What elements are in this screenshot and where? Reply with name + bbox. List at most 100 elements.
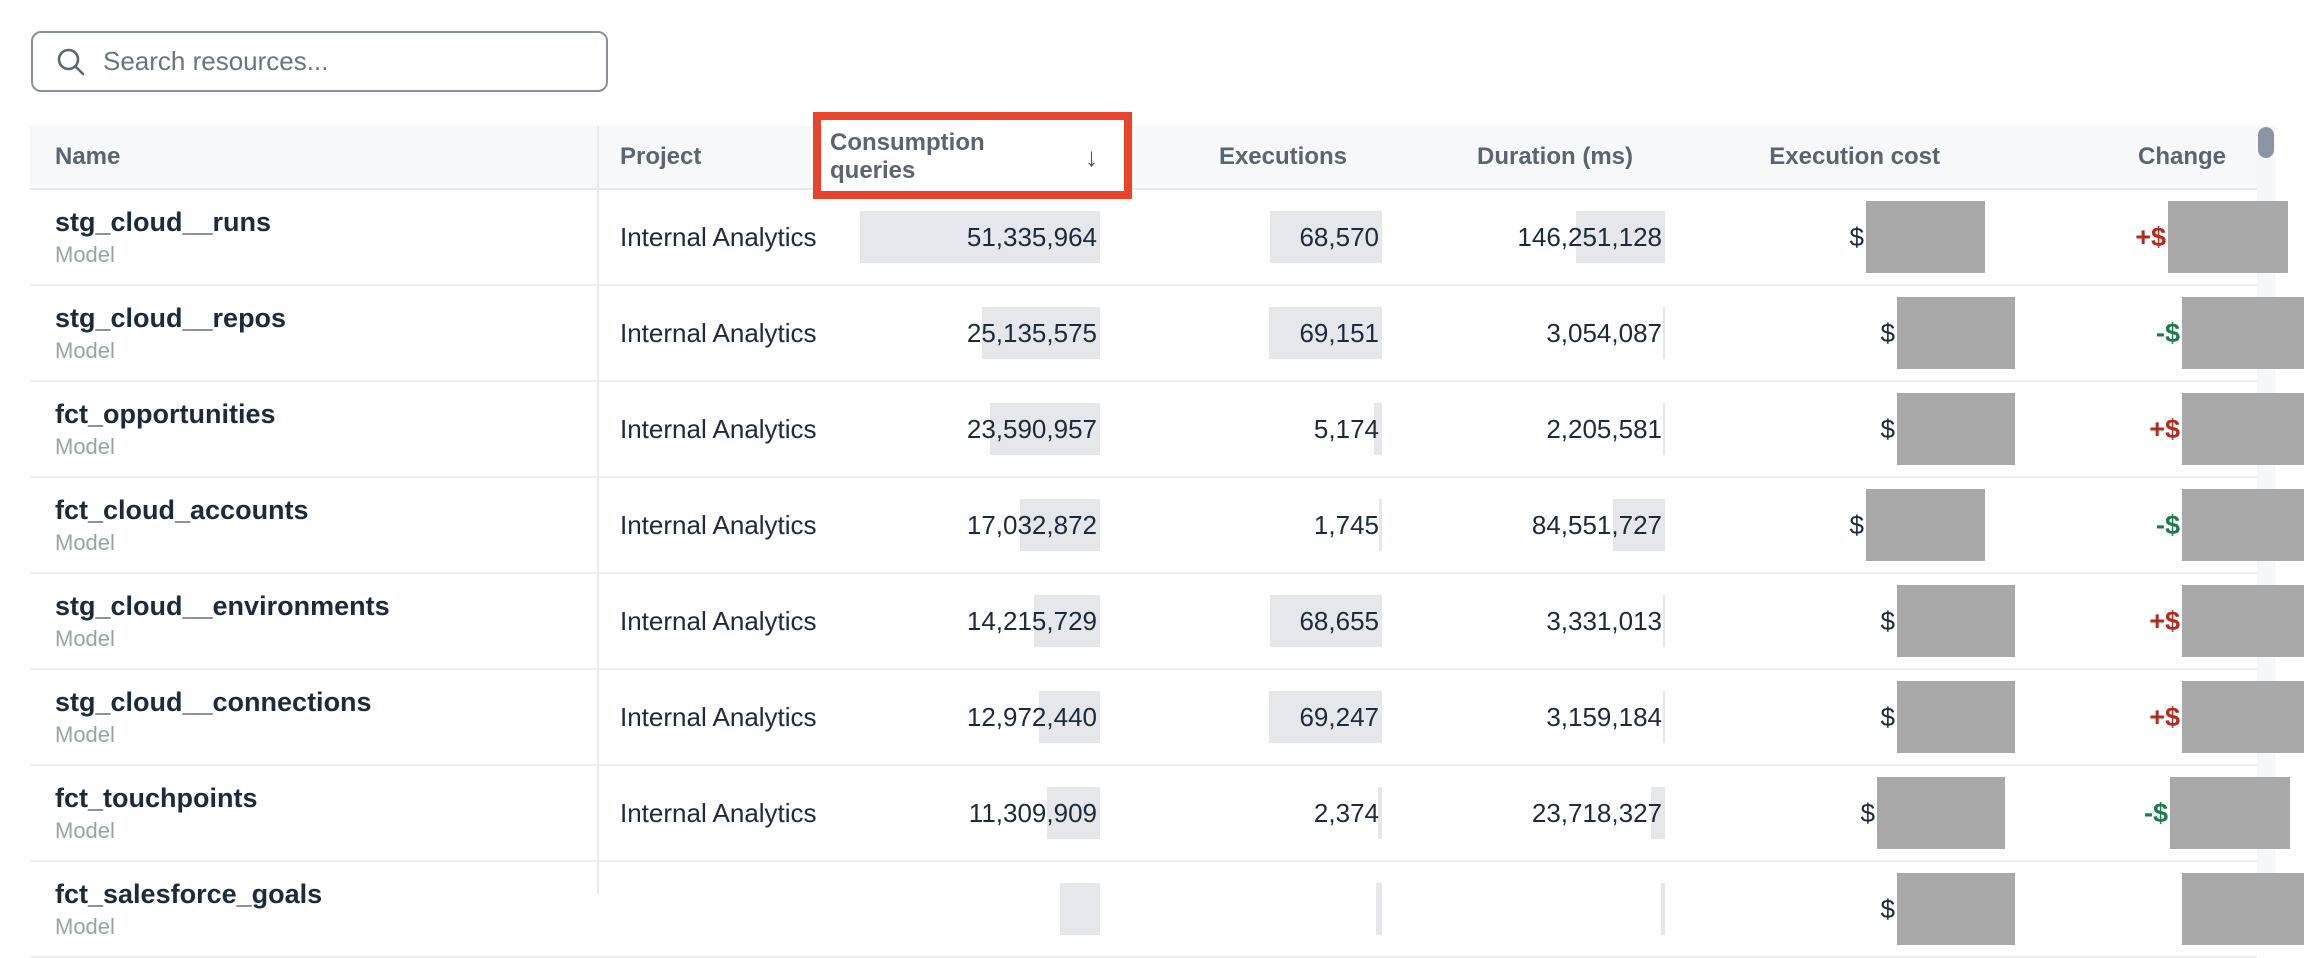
- executions-cell: 68,570: [1100, 190, 1382, 284]
- execution-cost-cell: $: [1665, 670, 2015, 764]
- resource-name-stack: stg_cloud__repos Model: [55, 303, 286, 363]
- project-cell: Internal Analytics: [598, 190, 830, 284]
- table-row[interactable]: stg_cloud__runs Model Internal Analytics 51…: [30, 190, 2288, 286]
- column-header-change[interactable]: Change: [2015, 126, 2257, 188]
- project-cell: [598, 862, 830, 956]
- execution-cost-redaction-mask: [1897, 681, 2015, 753]
- executions-value: 2,374: [1313, 797, 1379, 828]
- project-cell: Internal Analytics: [598, 670, 830, 764]
- currency-symbol: $: [1860, 797, 1875, 828]
- duration-ms-cell: 84,551,727: [1382, 478, 1665, 572]
- column-header-project[interactable]: Project: [598, 126, 830, 188]
- column-header-label: Change: [2137, 143, 2226, 170]
- table-row[interactable]: fct_salesforce_goals Model $: [30, 862, 2304, 958]
- duration-ms-data-bar: [1663, 307, 1665, 359]
- consumption-queries-cell: [830, 862, 1100, 956]
- consumption-queries-cell: 11,309,909: [830, 766, 1100, 860]
- consumption-queries-value: 17,032,872: [966, 509, 1097, 540]
- change-redaction-mask: [2182, 297, 2304, 369]
- currency-symbol: $: [1880, 893, 1895, 924]
- duration-ms-data-bar: [1663, 403, 1665, 455]
- column-header-execution-cost[interactable]: Execution cost: [1665, 126, 2015, 188]
- currency-symbol: $: [1880, 701, 1895, 732]
- resource-name: stg_cloud__runs: [55, 207, 272, 237]
- execution-cost-redaction-mask: [1897, 297, 2015, 369]
- duration-ms-data-bar: [1576, 211, 1665, 263]
- consumption-queries-cell: 17,032,872: [830, 478, 1100, 572]
- duration-ms-value: 3,331,013: [1546, 605, 1662, 636]
- executions-value: 68,570: [1299, 221, 1379, 252]
- table-row[interactable]: stg_cloud__environments Model Internal Ana…: [30, 574, 2304, 670]
- duration-ms-value: 3,054,087: [1546, 317, 1662, 348]
- consumption-queries-cell: 51,335,964: [830, 190, 1100, 284]
- execution-cost-redaction-mask: [1866, 201, 1985, 273]
- execution-cost-cell: $: [1665, 286, 2015, 380]
- duration-ms-cell: 146,251,128: [1382, 190, 1665, 284]
- project-cell: Internal Analytics: [598, 286, 830, 380]
- search-icon: [57, 48, 85, 75]
- duration-ms-cell: 3,054,087: [1382, 286, 1665, 380]
- execution-cost-redaction-mask: [1897, 873, 2015, 945]
- column-header-label: Execution cost: [1769, 143, 1940, 170]
- consumption-queries-cell: 25,135,575: [830, 286, 1100, 380]
- duration-ms-value: 84,551,727: [1531, 509, 1662, 540]
- resource-type-label: Model: [55, 626, 115, 651]
- project-name: Internal Analytics: [620, 797, 817, 828]
- executions-data-bar: [1374, 403, 1382, 455]
- execution-cost-redaction-mask: [1877, 777, 2005, 849]
- table-body: stg_cloud__runs Model Internal Analytics 51…: [30, 190, 2304, 958]
- change-redaction-mask: [2182, 585, 2304, 657]
- column-header-duration[interactable]: Duration (ms): [1382, 126, 1665, 188]
- name-cell: fct_cloud_accounts Model: [30, 478, 598, 572]
- executions-value: 69,151: [1299, 317, 1379, 348]
- resource-type-label: Model: [55, 338, 115, 363]
- consumption-queries-cell: 14,215,729: [830, 574, 1100, 668]
- name-project-column-divider: [597, 126, 599, 894]
- search-input[interactable]: [103, 46, 583, 77]
- project-name: Internal Analytics: [620, 413, 817, 444]
- table-row[interactable]: stg_cloud__repos Model Internal Analytics 2…: [30, 286, 2304, 382]
- change-cell: -$: [2015, 286, 2304, 380]
- consumption-queries-cell: 23,590,957: [830, 382, 1100, 476]
- table-row[interactable]: fct_opportunities Model Internal Analytics…: [30, 382, 2304, 478]
- table-row[interactable]: stg_cloud__connections Model Internal Anal…: [30, 670, 2304, 766]
- resource-name-stack: fct_cloud_accounts Model: [55, 495, 309, 555]
- duration-ms-cell: 3,159,184: [1382, 670, 1665, 764]
- name-cell: stg_cloud__connections Model: [30, 670, 598, 764]
- executions-value: 1,745: [1313, 509, 1379, 540]
- table-row[interactable]: fct_cloud_accounts Model Internal Analytic…: [30, 478, 2304, 574]
- consumption-queries-data-bar: [860, 211, 1100, 263]
- executions-cell: 69,151: [1100, 286, 1382, 380]
- duration-ms-data-bar: [1663, 595, 1665, 647]
- resource-type-label: Model: [55, 722, 115, 747]
- consumption-queries-data-bar: [1020, 499, 1100, 551]
- resource-name-stack: stg_cloud__runs Model: [55, 207, 271, 267]
- column-header-name[interactable]: Name: [30, 126, 598, 188]
- name-cell: fct_salesforce_goals Model: [30, 862, 598, 956]
- resource-name: fct_cloud_accounts: [55, 495, 309, 525]
- table-row[interactable]: fct_touchpoints Model Internal Analytics 11…: [30, 766, 2290, 862]
- project-name: Internal Analytics: [620, 509, 817, 540]
- table-header-row: Name Project Consumption queries ↓ Execu…: [30, 126, 2257, 190]
- duration-ms-cell: 23,718,327: [1382, 766, 1665, 860]
- execution-cost-cell: $: [1665, 382, 2015, 476]
- executions-cell: 69,247: [1100, 670, 1382, 764]
- resource-name: stg_cloud__environments: [55, 591, 390, 621]
- change-cell: +$: [2015, 670, 2304, 764]
- resource-name: fct_salesforce_goals: [55, 879, 323, 909]
- column-header-label: Duration (ms): [1477, 143, 1633, 170]
- resource-name-stack: stg_cloud__environments Model: [55, 591, 390, 651]
- resources-table: Name Project Consumption queries ↓ Execu…: [30, 126, 2304, 958]
- duration-ms-value: 2,205,581: [1546, 413, 1662, 444]
- vertical-scrollbar-thumb[interactable]: [2258, 127, 2274, 158]
- resource-type-label: Model: [55, 818, 115, 843]
- change-cell: -$: [2015, 766, 2290, 860]
- project-cell: Internal Analytics: [598, 574, 830, 668]
- executions-cell: 5,174: [1100, 382, 1382, 476]
- change-sign-down: -$: [2143, 797, 2168, 828]
- column-header-label: Project: [620, 143, 702, 170]
- column-header-consumption-queries[interactable]: Consumption queries ↓: [830, 126, 1100, 188]
- executions-cell: [1100, 862, 1382, 956]
- execution-cost-redaction-mask: [1897, 585, 2015, 657]
- column-header-executions[interactable]: Executions: [1100, 126, 1382, 188]
